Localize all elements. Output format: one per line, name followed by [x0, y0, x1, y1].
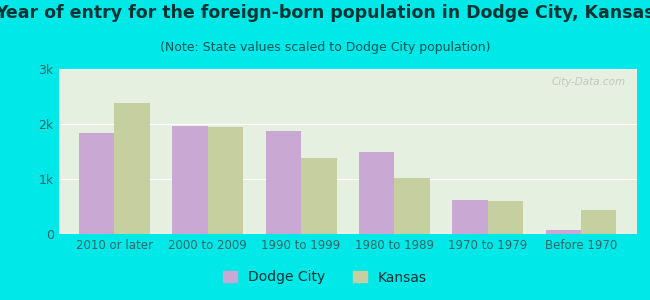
- Legend: Dodge City, Kansas: Dodge City, Kansas: [218, 265, 432, 290]
- Bar: [359, 152, 395, 234]
- Bar: [114, 103, 150, 234]
- Bar: [79, 133, 114, 234]
- Bar: [545, 230, 581, 234]
- Bar: [172, 126, 208, 234]
- Bar: [266, 131, 301, 234]
- Text: Year of entry for the foreign-born population in Dodge City, Kansas: Year of entry for the foreign-born popul…: [0, 4, 650, 22]
- Bar: [208, 127, 243, 234]
- Bar: [488, 201, 523, 234]
- Text: City-Data.com: City-Data.com: [551, 77, 625, 87]
- Bar: [581, 210, 616, 234]
- Bar: [452, 200, 488, 234]
- Text: (Note: State values scaled to Dodge City population): (Note: State values scaled to Dodge City…: [160, 40, 490, 53]
- Bar: [301, 158, 337, 234]
- Bar: [395, 178, 430, 234]
